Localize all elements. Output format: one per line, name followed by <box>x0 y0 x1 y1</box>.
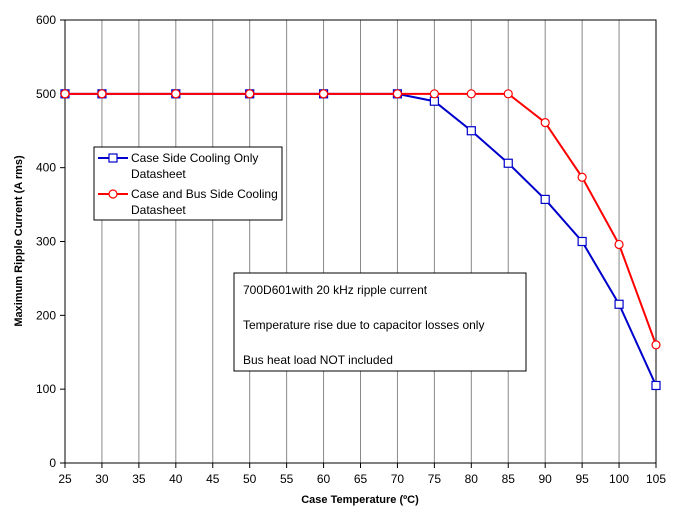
annotation-box: 700D601with 20 kHz ripple current Temper… <box>233 272 527 372</box>
data-point <box>540 194 550 205</box>
data-point <box>466 126 476 136</box>
data-point <box>577 236 587 247</box>
y-tick-label: 500 <box>36 87 56 101</box>
y-axis-title: Maximum Ripple Current (A rms) <box>13 155 25 327</box>
data-point <box>651 340 661 350</box>
data-point <box>614 239 624 250</box>
x-tick-label: 50 <box>243 472 257 486</box>
data-point <box>503 158 513 168</box>
annotation-frame <box>233 272 527 372</box>
legend-label-case-bus-line1: Case and Bus Side Cooling <box>131 187 278 201</box>
y-tick-label: 300 <box>36 235 56 249</box>
legend-label-case-side-line1: Case Side Cooling Only <box>131 151 258 165</box>
data-point <box>429 89 439 99</box>
x-tick-label: 70 <box>391 472 405 486</box>
x-tick-label: 40 <box>169 472 183 486</box>
data-point <box>503 89 513 99</box>
data-point <box>392 89 403 99</box>
y-axis: 0 100 200 300 400 500 600 <box>36 13 65 470</box>
data-point <box>466 89 476 99</box>
data-point <box>60 89 70 99</box>
x-axis-title: Case Temperature (ºC) <box>301 494 419 506</box>
x-tick-label: 100 <box>609 472 629 486</box>
data-point <box>577 172 587 182</box>
x-tick-label: 25 <box>58 472 72 486</box>
x-tick-label: 90 <box>539 472 553 486</box>
x-tick-label: 30 <box>95 472 109 486</box>
legend-label-case-bus-line2: Datasheet <box>131 203 186 217</box>
annotation-line-2: Temperature rise due to capacitor losses… <box>243 318 484 332</box>
x-tick-label: 80 <box>465 472 479 486</box>
y-tick-label: 100 <box>36 382 56 396</box>
x-tick-label: 45 <box>206 472 220 486</box>
y-tick-label: 600 <box>36 13 56 27</box>
x-tick-label: 55 <box>280 472 294 486</box>
y-tick-label: 0 <box>49 456 56 470</box>
annotation-line-3: Bus heat load NOT included <box>243 353 393 367</box>
data-point <box>540 118 550 128</box>
annotation-line-1: 700D601with 20 kHz ripple current <box>243 283 428 297</box>
x-tick-label: 105 <box>646 472 666 486</box>
legend-label-case-side-line2: Datasheet <box>131 167 186 181</box>
data-point <box>651 380 661 391</box>
data-point <box>318 89 329 99</box>
series-2 <box>60 89 661 350</box>
x-tick-label: 65 <box>354 472 368 486</box>
legend-marker-circle <box>108 189 118 199</box>
y-tick-label: 400 <box>36 161 56 175</box>
data-point <box>97 89 107 99</box>
x-tick-label: 35 <box>132 472 146 486</box>
data-point <box>614 299 624 309</box>
x-axis: 25 30 35 40 45 50 55 60 65 70 75 80 85 90 95 100 105 <box>58 463 666 486</box>
series <box>60 89 661 391</box>
data-point <box>245 89 255 99</box>
y-tick-label: 200 <box>36 308 56 322</box>
legend-box <box>93 146 283 221</box>
legend-marker-square <box>108 153 118 163</box>
legend: Case Side Cooling Only Datasheet Case an… <box>93 146 283 221</box>
data-point <box>171 89 181 99</box>
x-tick-label: 95 <box>575 472 589 486</box>
x-tick-label: 75 <box>428 472 442 486</box>
x-tick-label: 60 <box>317 472 331 486</box>
x-tick-label: 85 <box>502 472 516 486</box>
